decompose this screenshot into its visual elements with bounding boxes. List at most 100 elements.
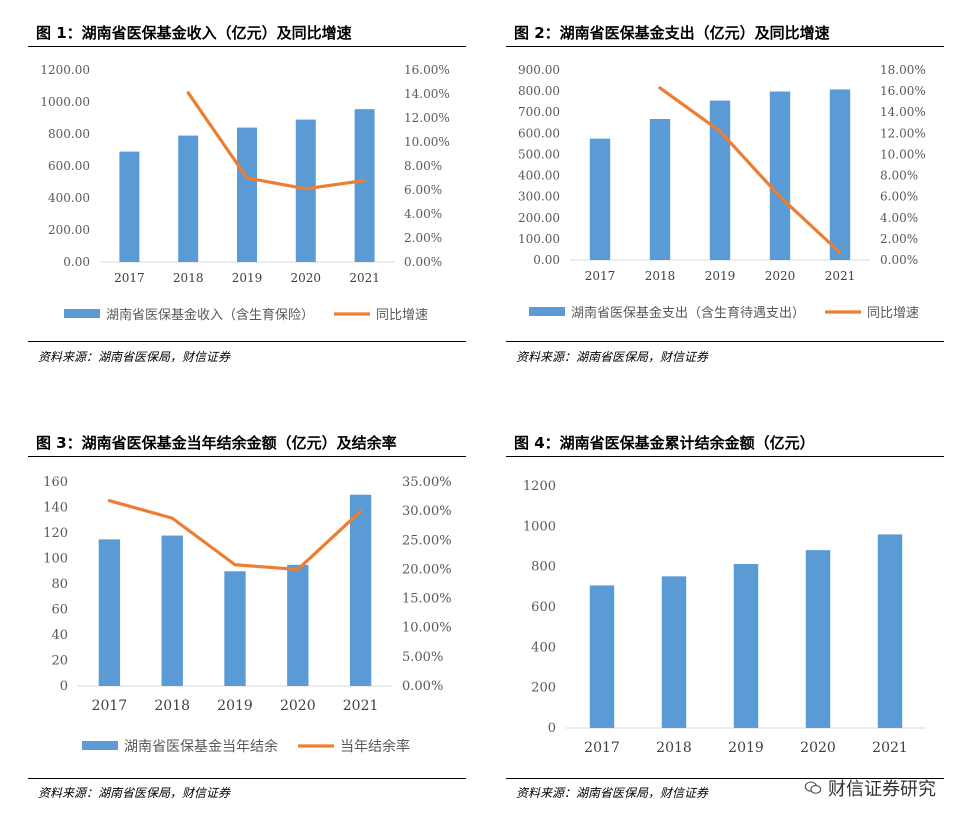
x-tick-label: 2019: [232, 271, 263, 285]
x-tick-label: 2017: [92, 698, 128, 714]
x-tick-label: 2017: [584, 740, 620, 756]
x-tick-label: 2017: [114, 271, 145, 285]
y-tick-label-left: 0.00: [533, 253, 560, 267]
y-tick-label-right: 20.00%: [402, 562, 452, 577]
x-tick-label: 2019: [217, 698, 253, 714]
source-note: 资料来源：湖南省医保局，财信证券: [516, 350, 709, 364]
source-note: 资料来源：湖南省医保局，财信证券: [38, 786, 231, 800]
watermark-text: 财信证券研究: [828, 779, 936, 800]
bar: [224, 571, 246, 686]
watermark: 财信证券研究: [804, 775, 936, 801]
x-tick-label: 2021: [825, 269, 856, 283]
y-tick-label-right: 4.00%: [404, 207, 442, 221]
chart-canvas: 0 200 400 600 800 1000 1200 2017 2018 2019 2020 202…: [523, 479, 926, 756]
x-tick-label: 2018: [645, 269, 676, 283]
x-tick-label: 2017: [585, 269, 616, 283]
y-tick-label-right: 0.00%: [880, 253, 918, 267]
bar: [119, 151, 140, 262]
y-tick-label-left: 600: [531, 600, 556, 615]
bar: [649, 118, 671, 260]
y-tick-label-left: 100: [43, 552, 68, 567]
y-tick-label-left: 120: [43, 526, 68, 541]
line-series: [107, 499, 363, 572]
chart-canvas: 0.00 100.00 200.00 300.00 400.00 500.00 600.00…: [518, 63, 926, 321]
y-tick-label-left: 200: [531, 681, 556, 696]
y-tick-label-left: 200.00: [518, 211, 560, 225]
y-tick-label-left: 400.00: [48, 191, 90, 205]
x-tick-label: 2019: [705, 269, 736, 283]
x-tick-label: 2018: [173, 271, 204, 285]
bar: [589, 585, 615, 728]
legend-label: 同比增速: [867, 306, 919, 321]
y-tick-label-right: 16.00%: [404, 63, 450, 77]
y-tick-label-right: 10.00%: [402, 621, 452, 636]
bar: [733, 564, 759, 728]
bar: [589, 138, 611, 260]
y-tick-label-left: 1000: [523, 519, 556, 534]
y-tick-label-right: 14.00%: [404, 87, 450, 101]
y-tick-label-right: 0.00%: [402, 679, 443, 694]
y-tick-label-right: 4.00%: [880, 211, 918, 225]
y-tick-label-left: 80: [51, 577, 68, 592]
x-tick-label: 2020: [800, 740, 836, 756]
y-tick-label-left: 200.00: [48, 223, 90, 237]
x-tick-label: 2019: [728, 740, 764, 756]
y-tick-label-right: 8.00%: [404, 159, 442, 173]
y-tick-label-left: 1200: [523, 479, 556, 494]
y-tick-label-left: 800.00: [48, 127, 90, 141]
bar: [295, 119, 316, 262]
x-tick-label: 2021: [343, 698, 379, 714]
source-note: 资料来源：湖南省医保局，财信证券: [38, 350, 231, 364]
y-tick-label-left: 100.00: [518, 232, 560, 246]
y-tick-label-left: 300.00: [518, 190, 560, 204]
y-tick-label-right: 5.00%: [402, 650, 443, 665]
y-tick-label-left: 500.00: [518, 147, 560, 161]
chart-panel-4: 图 4：湖南省医保基金累计结余金额（亿元） 0 200 400 600 800 1000 1…: [506, 428, 944, 808]
y-tick-label-right: 18.00%: [880, 63, 926, 77]
chart-panel-3: 图 3：湖南省医保基金当年结余金额（亿元）及结余率 0 20 40 60 80 100 12…: [28, 428, 466, 808]
y-tick-label-right: 30.00%: [402, 504, 452, 519]
y-tick-label-right: 35.00%: [402, 475, 452, 490]
y-tick-label-right: 6.00%: [404, 183, 442, 197]
legend-swatch-bar: [64, 309, 100, 318]
chart-canvas: 0 20 40 60 80 100 120 140 160 0.00% 5.00% 10.00% 15.…: [43, 475, 452, 755]
chart-title: 图 2：湖南省医保基金支出（亿元）及同比增速: [514, 24, 830, 42]
y-tick-label-left: 140: [43, 501, 68, 516]
bar: [829, 89, 851, 260]
legend-label: 当年结余率: [340, 738, 410, 755]
y-tick-label-left: 60: [51, 603, 68, 618]
bar: [161, 535, 183, 686]
bar: [709, 100, 731, 260]
x-tick-label: 2018: [656, 740, 692, 756]
x-tick-label: 2020: [765, 269, 796, 283]
bar: [661, 576, 687, 728]
x-tick-label: 2021: [349, 271, 380, 285]
y-tick-label-left: 40: [51, 628, 68, 643]
y-tick-label-left: 800.00: [518, 84, 560, 98]
bar: [805, 550, 831, 728]
y-tick-label-left: 1000.00: [40, 95, 90, 109]
chart-canvas: 0.00 200.00 400.00 600.00 800.00 1000.00 1200.…: [40, 63, 450, 323]
bar: [769, 91, 791, 261]
y-tick-label-left: 0: [60, 679, 68, 694]
title-rule: [28, 46, 466, 47]
y-tick-label-right: 0.00%: [404, 255, 442, 269]
y-tick-label-right: 10.00%: [880, 147, 926, 161]
y-tick-label-right: 16.00%: [880, 84, 926, 98]
y-tick-label-left: 600.00: [518, 126, 560, 140]
source-note: 资料来源：湖南省医保局，财信证券: [516, 786, 709, 800]
y-tick-label-left: 400.00: [518, 169, 560, 183]
y-tick-label-left: 20: [51, 654, 68, 669]
y-tick-label-right: 25.00%: [402, 533, 452, 548]
y-tick-label-right: 12.00%: [880, 126, 926, 140]
legend-swatch-bar: [529, 307, 565, 316]
y-tick-label-left: 900.00: [518, 63, 560, 77]
chart-panel-2: 图 2：湖南省医保基金支出（亿元）及同比增速 0.00 100.00 200.00 3…: [506, 18, 944, 378]
chart-title: 图 3：湖南省医保基金当年结余金额（亿元）及结余率: [36, 434, 397, 452]
y-tick-label-left: 160: [43, 475, 68, 490]
y-tick-label-right: 2.00%: [880, 232, 918, 246]
legend-swatch-bar: [82, 741, 118, 750]
x-tick-label: 2020: [280, 698, 316, 714]
bar: [349, 494, 372, 686]
line-series: [186, 91, 367, 191]
